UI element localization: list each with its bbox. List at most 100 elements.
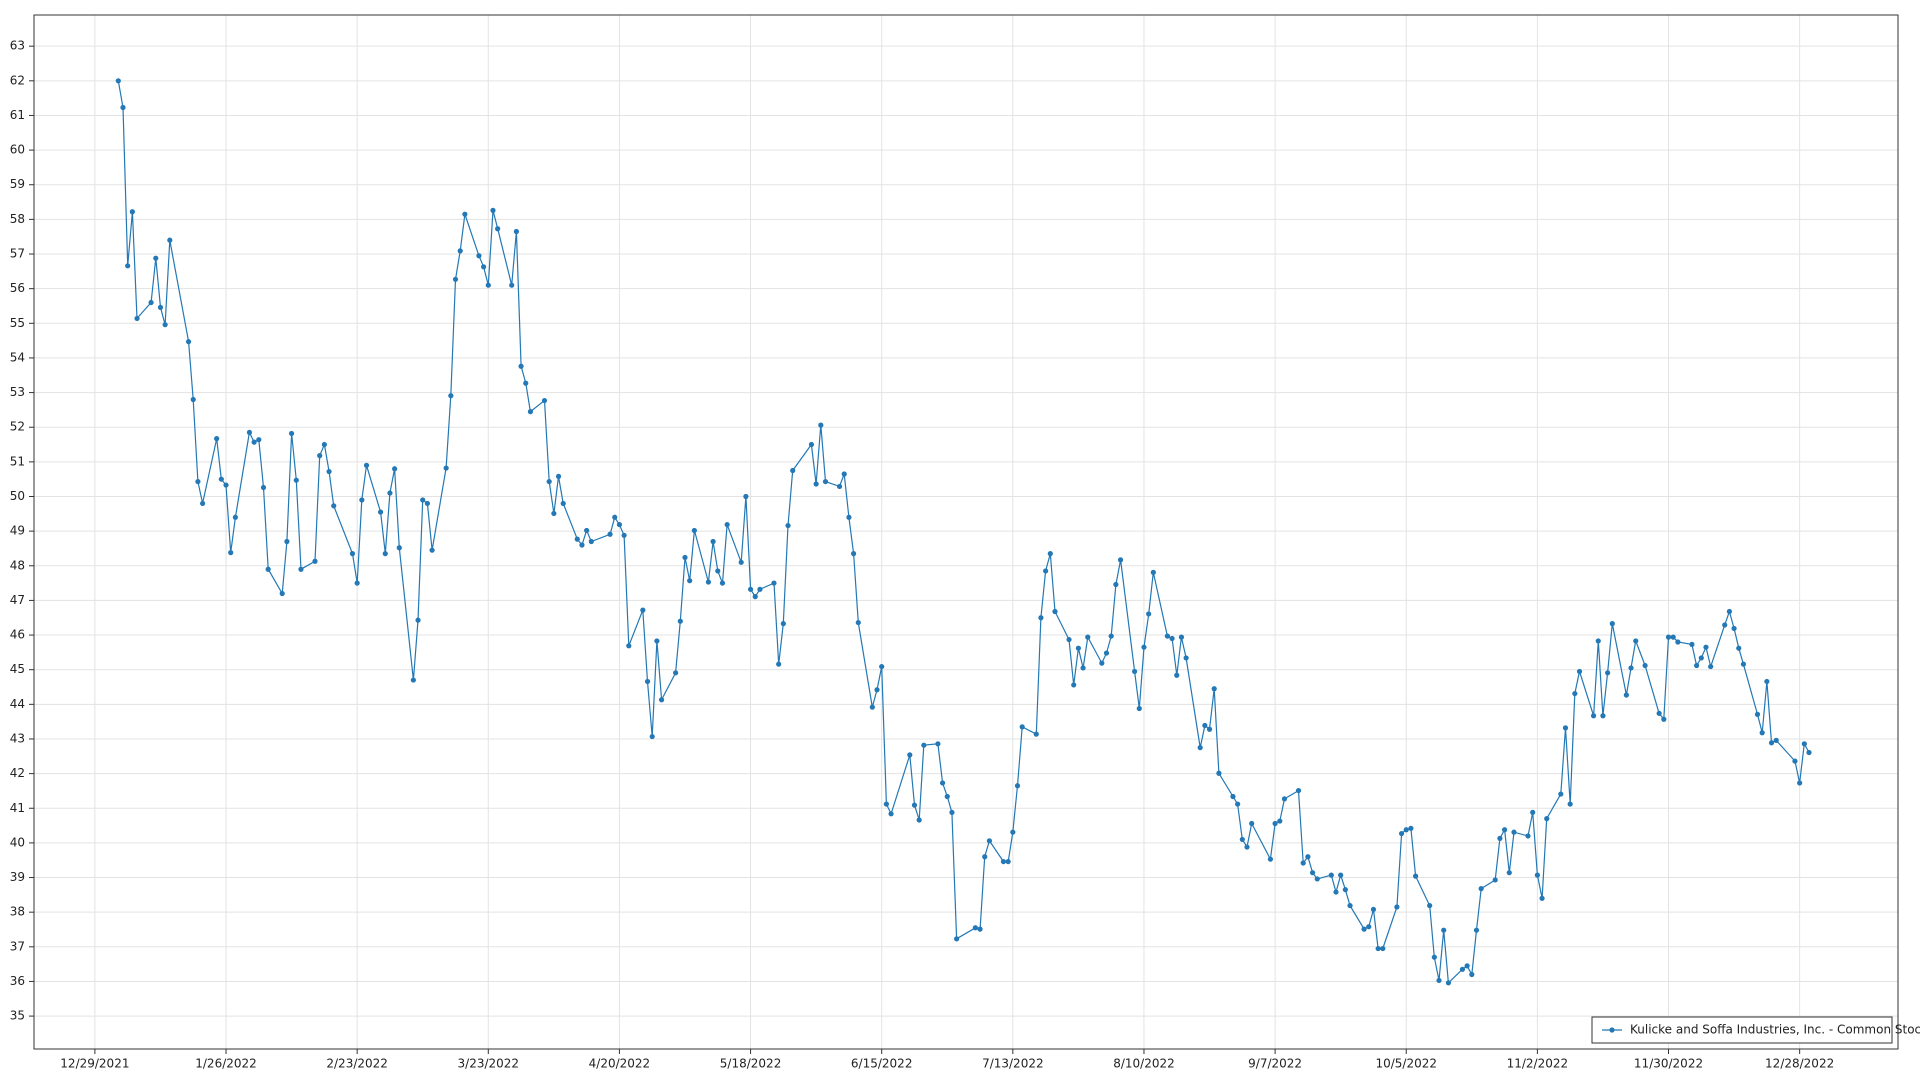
data-point [1609,621,1615,627]
x-tick-label: 11/2/2022 [1507,1057,1569,1071]
data-point [1249,820,1255,827]
data-point [846,514,852,520]
data-point [1736,645,1742,651]
data-point [1431,954,1437,960]
data-point [813,481,819,487]
legend-label: Kulicke and Soffa Industries, Inc. - Com… [1630,1023,1920,1037]
data-point [429,547,435,553]
data-point [1567,801,1573,807]
data-point [260,484,267,491]
data-point [1333,889,1339,895]
x-tick-label: 5/18/2022 [720,1057,782,1071]
data-point [879,663,885,670]
data-point [1403,827,1409,833]
data-point [691,527,697,534]
data-point [1656,710,1662,716]
data-point [1675,639,1681,645]
data-point [1080,665,1086,671]
y-tick-label: 40 [10,835,25,849]
data-point [153,255,159,261]
data-point [939,780,946,786]
data-point [157,304,164,310]
data-point [1347,902,1353,909]
data-point [1150,569,1156,575]
data-point [1230,793,1236,800]
data-point [256,437,262,443]
data-point [1797,780,1803,786]
data-point [195,478,201,485]
data-point [485,282,491,288]
data-point [523,380,529,386]
data-point [1235,801,1241,807]
data-point [495,226,501,232]
y-tick-label: 45 [10,662,25,676]
data-point [911,802,918,808]
x-tick-label: 11/30/2022 [1634,1057,1703,1071]
data-point [1244,844,1250,850]
data-point [616,521,623,528]
data-point [1600,713,1606,719]
data-point [476,253,482,259]
legend: Kulicke and Soffa Industries, Inc. - Com… [1591,1016,1920,1044]
data-point [377,509,384,515]
data-point [1066,636,1072,643]
data-point [223,482,229,488]
data-point [125,263,131,269]
data-point [649,733,655,740]
y-tick-label: 44 [10,697,25,711]
data-point [1572,690,1578,697]
y-tick-label: 54 [10,350,25,364]
data-point [162,322,168,328]
data-point [354,580,360,586]
data-point [1202,722,1208,729]
data-point [1211,686,1217,692]
data-point [1511,829,1517,835]
data-point [1694,662,1700,669]
data-point [1272,820,1278,827]
data-point [1267,856,1274,862]
data-point [715,568,721,574]
data-point [1005,858,1011,865]
y-tick-label: 43 [10,731,25,745]
data-point [921,742,927,748]
data-point [850,551,857,557]
x-tick-label: 9/7/2022 [1248,1057,1302,1071]
y-tick-label: 38 [10,905,25,919]
data-point [279,590,285,597]
data-point [1595,638,1601,644]
data-point [518,363,524,369]
data-point [677,618,683,624]
x-tick-label: 2/23/2022 [326,1057,388,1071]
y-tick-label: 55 [10,316,25,330]
data-point [785,522,791,529]
data-point [541,397,548,404]
data-point [284,538,290,545]
data-point [363,462,370,468]
data-point [1413,873,1419,879]
data-point [452,276,459,282]
data-point [658,697,665,703]
data-point [1141,644,1147,650]
data-point [1103,650,1110,656]
data-point [349,551,356,557]
data-point [822,478,829,485]
data-point [682,554,688,561]
y-tick-label: 57 [10,247,25,261]
data-point [560,500,566,507]
data-point [1366,924,1372,930]
x-tick-label: 3/23/2022 [458,1057,520,1071]
data-point [1370,906,1377,913]
data-point [424,500,431,507]
data-point [771,580,777,586]
data-point [312,558,318,564]
y-tick-label: 53 [10,385,25,399]
data-point [1183,655,1189,661]
y-tick-label: 56 [10,281,25,295]
data-point [1136,705,1142,712]
data-point [359,497,365,503]
data-point [129,209,135,215]
y-tick-label: 47 [10,593,25,607]
data-point [982,854,988,860]
y-tick-label: 48 [10,558,25,572]
